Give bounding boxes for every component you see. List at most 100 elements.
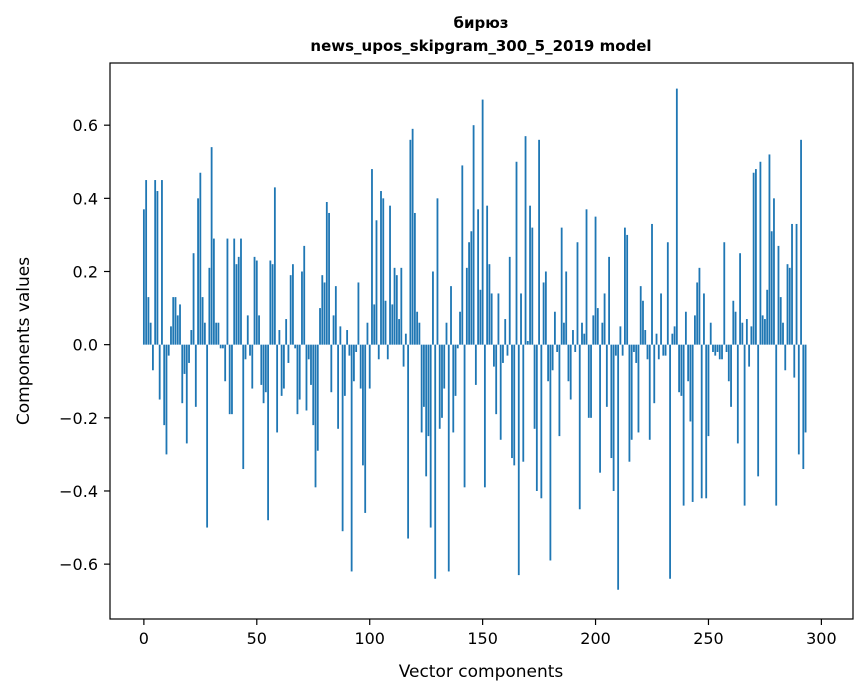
bar bbox=[605, 344, 608, 407]
bar bbox=[226, 238, 229, 345]
bar bbox=[626, 234, 629, 345]
bar bbox=[533, 344, 536, 429]
bar bbox=[167, 344, 170, 356]
bar bbox=[330, 344, 333, 393]
bar bbox=[149, 322, 152, 345]
bar bbox=[470, 231, 473, 345]
bar bbox=[716, 344, 719, 352]
y-tick-label: 0.0 bbox=[73, 336, 98, 355]
x-tick-label: 50 bbox=[247, 629, 267, 648]
bar bbox=[319, 308, 321, 345]
bar bbox=[231, 344, 233, 415]
x-tick-label: 300 bbox=[806, 629, 837, 648]
bar bbox=[590, 344, 592, 418]
bar bbox=[362, 344, 364, 466]
bar bbox=[237, 256, 240, 345]
bar bbox=[199, 172, 202, 345]
bar bbox=[585, 209, 588, 345]
bar bbox=[282, 344, 285, 389]
x-tick-label: 100 bbox=[354, 629, 385, 648]
bar bbox=[240, 238, 242, 345]
bar bbox=[154, 180, 157, 345]
bar bbox=[343, 344, 346, 396]
bar bbox=[201, 297, 204, 345]
bar bbox=[429, 344, 432, 528]
bar bbox=[572, 330, 574, 345]
bar bbox=[219, 344, 222, 349]
x-tick-label: 200 bbox=[580, 629, 611, 648]
bar bbox=[142, 209, 145, 345]
bar bbox=[271, 264, 274, 345]
bar bbox=[328, 212, 330, 345]
bar bbox=[506, 344, 509, 356]
bar bbox=[617, 344, 620, 590]
bar bbox=[666, 242, 669, 345]
bar bbox=[350, 344, 353, 572]
bar bbox=[258, 315, 260, 345]
bar bbox=[648, 344, 651, 440]
bar bbox=[764, 319, 766, 345]
bar bbox=[748, 344, 751, 367]
bar bbox=[750, 326, 753, 345]
bar bbox=[436, 198, 439, 345]
bar bbox=[334, 286, 337, 345]
bar bbox=[269, 260, 272, 345]
bar bbox=[346, 330, 349, 345]
bar bbox=[786, 264, 789, 345]
bar bbox=[479, 289, 482, 345]
bar bbox=[255, 260, 258, 345]
bar bbox=[754, 169, 757, 345]
bar bbox=[779, 297, 782, 345]
bar bbox=[355, 344, 358, 352]
bar bbox=[287, 344, 290, 363]
bar bbox=[427, 344, 430, 437]
bar bbox=[637, 344, 640, 433]
bar bbox=[788, 267, 791, 345]
bar bbox=[364, 344, 367, 513]
bar bbox=[323, 282, 326, 345]
bar bbox=[181, 344, 184, 404]
bar bbox=[493, 344, 495, 367]
bar bbox=[504, 319, 507, 345]
bar bbox=[409, 139, 412, 345]
bar bbox=[450, 286, 452, 345]
bar bbox=[289, 275, 292, 345]
bar bbox=[529, 205, 531, 345]
bar bbox=[368, 344, 371, 389]
bar bbox=[745, 319, 748, 345]
bar bbox=[657, 344, 660, 360]
bar bbox=[734, 311, 737, 345]
bar bbox=[698, 267, 701, 345]
bar bbox=[486, 205, 489, 345]
bar bbox=[262, 344, 265, 404]
bar bbox=[244, 344, 247, 360]
bar bbox=[192, 253, 195, 345]
bar bbox=[303, 245, 306, 345]
bar bbox=[425, 344, 428, 477]
bar bbox=[775, 344, 778, 506]
y-tick-label: −0.4 bbox=[59, 482, 98, 501]
bar bbox=[398, 319, 400, 345]
bar bbox=[565, 271, 568, 345]
bar bbox=[380, 191, 382, 345]
bar bbox=[215, 322, 218, 345]
bar bbox=[404, 333, 407, 345]
bar bbox=[696, 282, 699, 345]
bar bbox=[777, 245, 780, 345]
bar bbox=[517, 344, 520, 576]
bar bbox=[773, 198, 775, 345]
bar bbox=[321, 275, 324, 345]
bar bbox=[452, 344, 455, 433]
bars-group bbox=[142, 88, 807, 590]
bar bbox=[443, 344, 446, 389]
bar bbox=[766, 289, 769, 345]
bar bbox=[703, 293, 705, 345]
bar bbox=[420, 344, 423, 433]
bar bbox=[707, 344, 710, 437]
bar bbox=[310, 344, 312, 385]
bar bbox=[581, 322, 583, 345]
bar bbox=[197, 198, 199, 345]
bar bbox=[736, 344, 739, 444]
bar bbox=[538, 139, 540, 345]
bar bbox=[278, 330, 281, 345]
